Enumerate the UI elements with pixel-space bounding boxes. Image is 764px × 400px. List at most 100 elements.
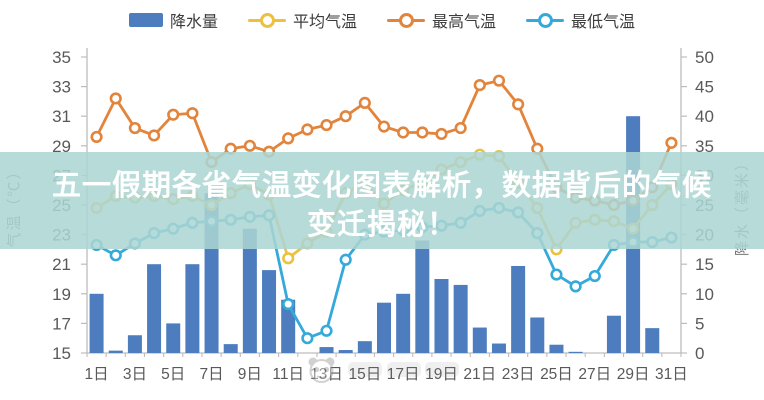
data-point-marker	[282, 132, 295, 145]
legend-item-avg-temp[interactable]: 平均气温	[247, 8, 357, 32]
avg-temp-line-swatch	[247, 13, 286, 28]
max-temp-line-swatch	[387, 13, 425, 28]
svg-text:3日: 3日	[123, 366, 147, 383]
data-point-marker	[282, 298, 295, 311]
data-point-marker	[339, 253, 352, 266]
data-point-marker	[665, 136, 678, 149]
legend-item-min-temp[interactable]: 最低气温	[526, 8, 635, 32]
svg-text:19日: 19日	[425, 366, 458, 383]
precipitation-bar	[262, 270, 277, 353]
svg-text:13日: 13日	[310, 366, 343, 383]
data-point-marker	[397, 126, 410, 139]
svg-text:27日: 27日	[578, 366, 611, 383]
avg-temp-marker-icon	[259, 13, 275, 28]
svg-text:10: 10	[695, 285, 714, 304]
precipitation-bar	[568, 351, 583, 353]
precipitation-bar	[127, 335, 142, 353]
data-point-marker	[243, 139, 256, 152]
data-point-marker	[454, 121, 467, 135]
precipitation-bar	[185, 264, 200, 353]
precipitation-bar	[377, 302, 391, 353]
data-point-marker	[186, 107, 199, 120]
precipitation-bar	[434, 279, 449, 353]
data-point-marker	[90, 130, 103, 144]
data-point-marker	[492, 74, 506, 87]
data-point-marker	[301, 332, 314, 345]
svg-text:5: 5	[695, 314, 704, 333]
precipitation-bar	[645, 328, 660, 353]
svg-text:31: 31	[52, 107, 71, 126]
watermark-text-smudge	[348, 362, 459, 377]
svg-text:29: 29	[52, 137, 71, 156]
min-temp-marker-icon	[538, 13, 554, 28]
precipitation-bar	[549, 344, 564, 353]
legend-label: 降水量	[169, 14, 218, 31]
data-point-marker	[339, 110, 352, 123]
data-point-marker	[473, 79, 486, 92]
precipitation-bar	[338, 350, 353, 353]
svg-text:21日: 21日	[463, 366, 496, 383]
svg-text:35: 35	[52, 48, 71, 67]
legend-item-precipitation[interactable]: 降水量	[128, 8, 218, 32]
data-point-marker	[377, 120, 391, 133]
precipitation-bar	[472, 327, 487, 353]
svg-text:5日: 5日	[161, 366, 185, 383]
precipitation-bar	[319, 347, 334, 353]
svg-text:21: 21	[52, 255, 71, 274]
max-temp-marker-icon	[399, 13, 414, 28]
data-point-marker	[128, 121, 142, 135]
svg-text:45: 45	[695, 78, 714, 97]
svg-text:50: 50	[695, 48, 714, 67]
data-point-marker	[512, 98, 525, 111]
svg-text:19: 19	[52, 285, 71, 304]
data-point-marker	[358, 96, 371, 109]
legend: 降水量 平均气温 最高气温 最低气温	[0, 7, 764, 33]
precipitation-bar	[530, 317, 545, 353]
data-point-marker	[588, 269, 601, 283]
svg-text:31日: 31日	[655, 366, 688, 383]
data-point-marker	[416, 126, 429, 139]
svg-text:35: 35	[695, 137, 714, 156]
legend-item-max-temp[interactable]: 最高气温	[387, 8, 496, 32]
data-point-marker	[282, 252, 295, 265]
data-point-marker	[109, 92, 122, 105]
svg-text:33: 33	[52, 78, 71, 97]
precipitation-bar	[511, 265, 526, 353]
precipitation-bar	[108, 350, 123, 353]
data-point-marker	[569, 280, 582, 293]
svg-text:40: 40	[695, 107, 714, 126]
svg-text:9日: 9日	[238, 366, 262, 383]
legend-label: 最低气温	[571, 14, 636, 31]
data-point-marker	[109, 249, 122, 262]
precipitation-bar	[89, 293, 104, 353]
svg-text:0: 0	[695, 344, 704, 363]
precipitation-bar	[357, 341, 372, 353]
banner-title-line1: 五一假期各省气温变化图表解析，数据背后的气候	[52, 168, 712, 202]
data-point-marker	[320, 118, 333, 132]
min-temp-line-swatch	[526, 13, 565, 28]
title-banner	[0, 152, 764, 249]
banner-title-line2: 变迁揭秘！	[307, 207, 457, 241]
data-point-marker	[320, 324, 333, 337]
precipitation-bar	[147, 264, 162, 353]
svg-text:15日: 15日	[348, 366, 381, 383]
svg-text:11日: 11日	[272, 366, 304, 383]
data-point-marker	[435, 127, 448, 141]
svg-text:15: 15	[695, 255, 714, 274]
precipitation-bar	[415, 240, 430, 353]
precipitation-bar	[242, 228, 257, 353]
legend-label: 最高气温	[432, 14, 497, 31]
data-point-marker	[167, 108, 180, 121]
watermark-panda-icon	[308, 357, 335, 383]
svg-text:7日: 7日	[199, 366, 223, 383]
svg-text:25日: 25日	[540, 366, 573, 383]
precipitation-bar	[453, 284, 468, 353]
precipitation-bar-swatch	[128, 13, 163, 27]
precipitation-bar	[491, 343, 506, 353]
svg-text:17日: 17日	[387, 366, 420, 383]
svg-text:17: 17	[52, 314, 71, 333]
precipitation-bar	[396, 293, 411, 353]
data-point-marker	[301, 123, 314, 136]
